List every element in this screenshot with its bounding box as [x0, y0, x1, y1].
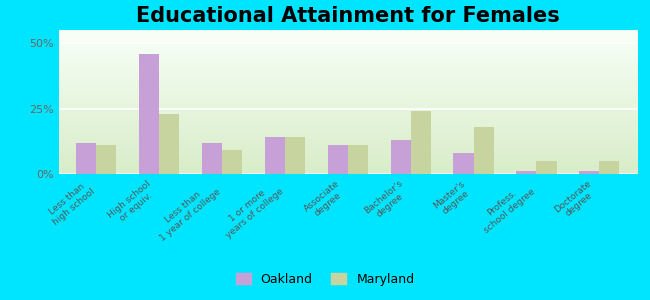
Bar: [96, 145, 116, 174]
Bar: [76, 142, 96, 174]
Bar: [265, 137, 285, 174]
Bar: [599, 161, 619, 174]
Bar: [536, 161, 556, 174]
Legend: Oakland, Maryland: Oakland, Maryland: [231, 268, 419, 291]
Bar: [579, 171, 599, 174]
Bar: [348, 145, 368, 174]
Bar: [473, 127, 493, 174]
Bar: [328, 145, 348, 174]
Bar: [139, 54, 159, 174]
Bar: [454, 153, 473, 174]
Bar: [516, 171, 536, 174]
Bar: [411, 111, 431, 174]
Bar: [159, 114, 179, 174]
Bar: [202, 142, 222, 174]
Title: Educational Attainment for Females: Educational Attainment for Females: [136, 6, 560, 26]
Bar: [285, 137, 305, 174]
Bar: [391, 140, 411, 174]
Bar: [222, 150, 242, 174]
